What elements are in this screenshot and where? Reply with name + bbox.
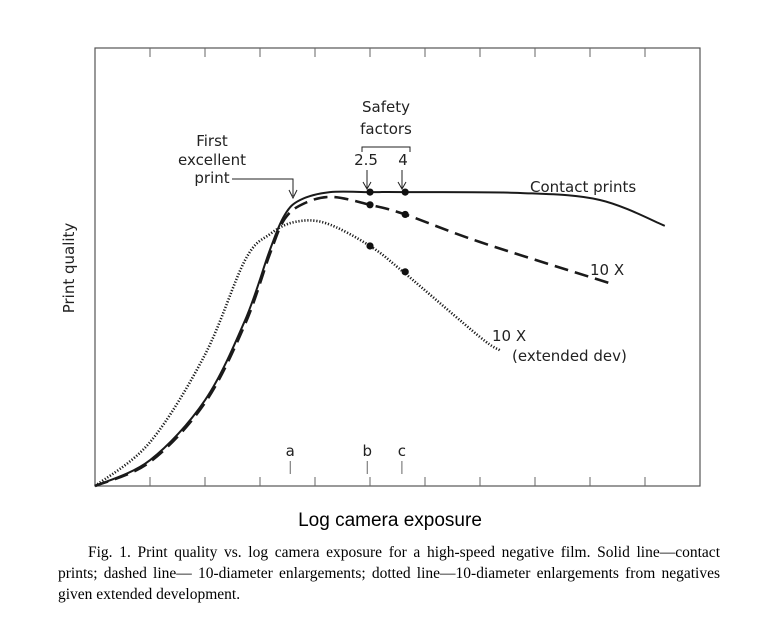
safety-bracket: [361, 146, 411, 152]
safety-arrows: [362, 170, 407, 191]
arrow-icon: [288, 189, 298, 200]
series-solid-point: [401, 188, 409, 196]
series-solid-point: [366, 188, 374, 196]
series-dotted-line: [94, 219, 501, 488]
figure-caption: Fig. 1. Print quality vs. log camera exp…: [58, 544, 720, 603]
first-excellent-pointer: [232, 178, 294, 196]
x-axis-label: Log camera exposure: [298, 510, 482, 531]
exposure-mark-b: b: [362, 442, 372, 460]
series-dashed-line: [94, 195, 611, 488]
safety-factors-label-2: factors: [360, 120, 412, 138]
y-axis-label: Print quality: [60, 223, 78, 314]
ten-x-label: 10 X: [590, 261, 624, 279]
safety-value-4: 4: [398, 151, 408, 169]
series-dashed-point: [401, 210, 409, 219]
series-solid-line: [94, 190, 666, 487]
exposure-mark-c: c: [398, 442, 406, 460]
safety-value-2-5: 2.5: [354, 151, 378, 169]
exposure-mark-a: a: [286, 442, 295, 460]
exposure-marks: a b c: [286, 442, 406, 474]
safety-factors-label-1: Safety: [362, 98, 410, 116]
curves: [94, 188, 666, 488]
ten-x-ext-label-1: 10 X: [492, 327, 526, 345]
ten-x-ext-label-2: (extended dev): [512, 347, 627, 365]
first-excellent-label-2: excellent: [178, 151, 246, 169]
contact-prints-label: Contact prints: [530, 178, 636, 196]
series-dashed-point: [366, 201, 374, 209]
series-dotted-point: [366, 242, 374, 250]
series-dotted-point: [401, 268, 409, 276]
first-excellent-label-1: First: [196, 132, 228, 150]
first-excellent-label-3: print: [194, 169, 229, 187]
plot-frame: [94, 47, 701, 487]
axis-ticks: [149, 48, 646, 486]
